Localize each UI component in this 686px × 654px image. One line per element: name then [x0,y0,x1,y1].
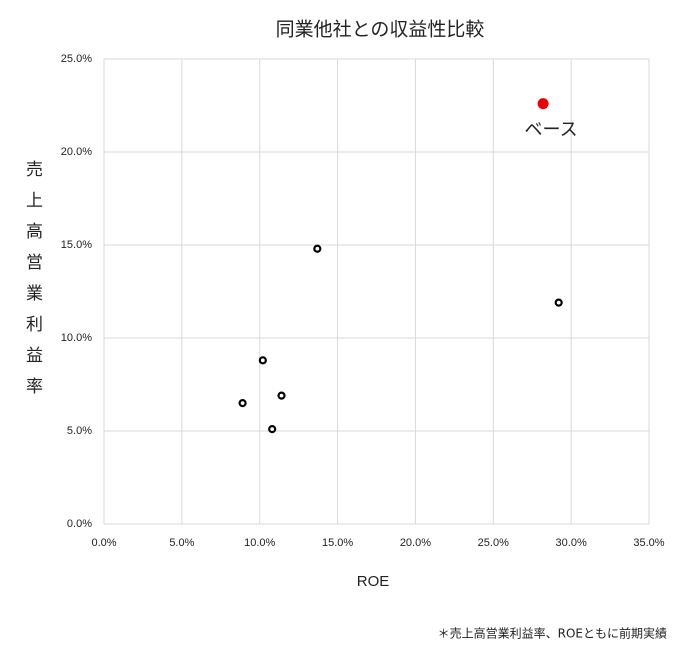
x-tick-label: 20.0% [400,537,431,549]
y-tick-label: 15.0% [61,239,92,251]
x-tick-label: 35.0% [633,537,664,549]
x-tick-label: 0.0% [91,537,116,549]
x-tick-label: 10.0% [244,537,275,549]
point [277,391,286,400]
x-tick-label: 30.0% [556,537,587,549]
point [537,98,549,110]
x-tick-label: 5.0% [169,537,194,549]
x-axis-label: ROE [357,573,390,590]
y-tick-label: 5.0% [67,425,92,437]
x-tick-label: 25.0% [478,537,509,549]
point [554,298,563,307]
point [238,399,247,408]
annotation: ベース [525,120,578,141]
point [258,356,267,365]
point [313,244,322,253]
point [268,425,277,434]
y-tick-label: 0.0% [67,518,92,530]
x-tick-label: 15.0% [322,537,353,549]
footnote: ＊売上高営業利益率、ROEともに前期実績 [438,626,667,641]
chart-title: 同業他社との収益性比較 [276,19,485,41]
y-tick-label: 10.0% [61,332,92,344]
y-tick-label: 25.0% [61,53,92,65]
y-tick-label: 20.0% [61,146,92,158]
y-axis-label: 売上高営業利益率 [22,160,42,408]
